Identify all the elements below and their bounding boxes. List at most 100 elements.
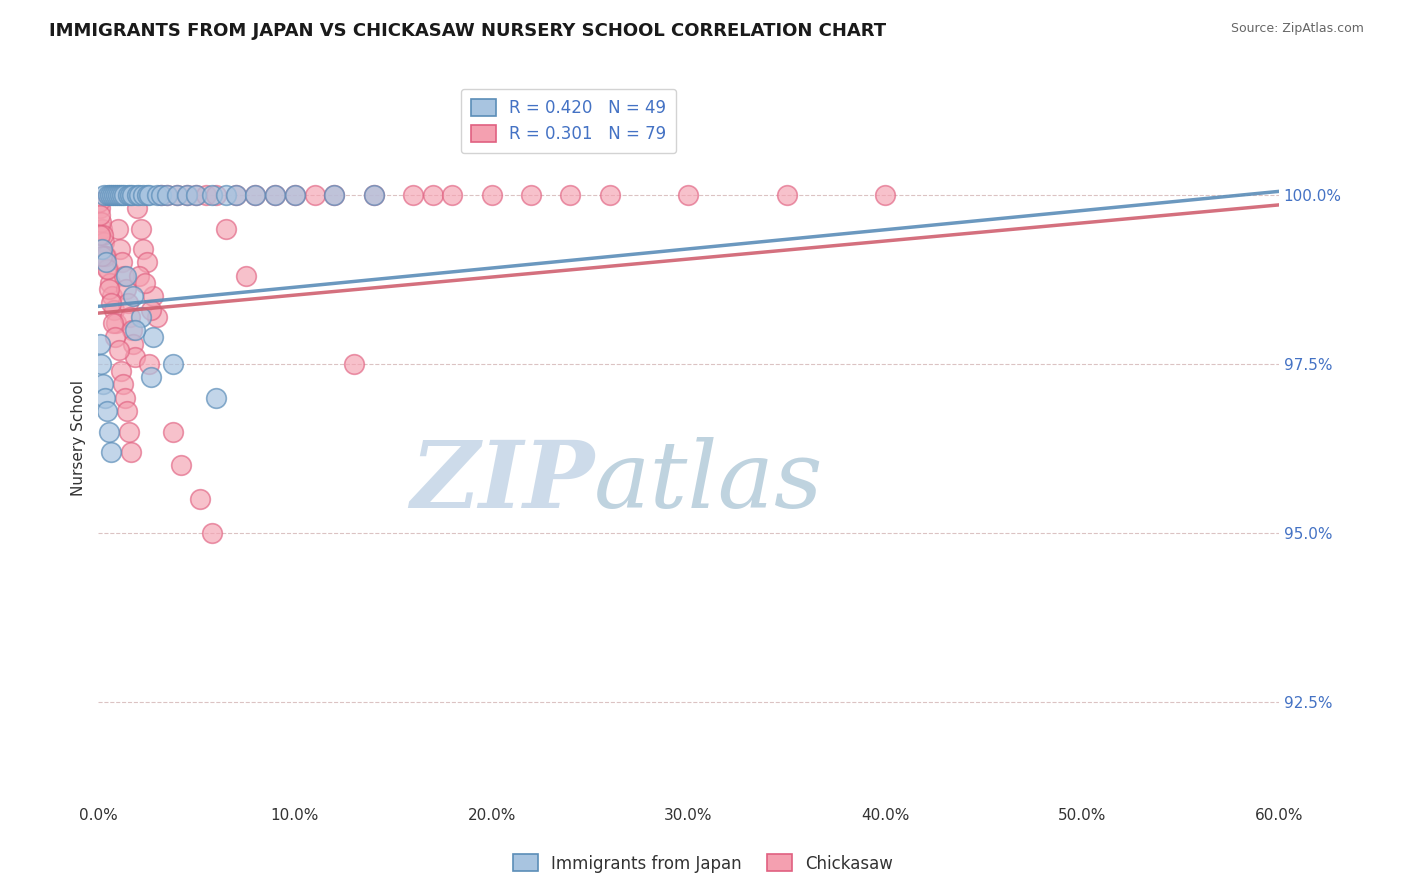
Point — [103, 187, 125, 202]
Point — [96, 262, 118, 277]
Point — [93, 235, 115, 249]
Point — [97, 283, 120, 297]
Point — [100, 445, 122, 459]
Point — [201, 187, 224, 202]
Point — [138, 357, 160, 371]
Point — [215, 187, 238, 202]
Point — [363, 187, 385, 202]
Point — [146, 310, 169, 324]
Point — [122, 289, 145, 303]
Point — [89, 336, 111, 351]
Point — [225, 187, 247, 202]
Point — [264, 187, 287, 202]
Point — [156, 187, 179, 202]
Point — [90, 215, 112, 229]
Point — [107, 221, 129, 235]
Point — [481, 187, 503, 202]
Point — [100, 296, 122, 310]
Point — [284, 187, 307, 202]
Point — [97, 262, 120, 277]
Point — [245, 187, 267, 202]
Point — [114, 268, 136, 283]
Text: IMMIGRANTS FROM JAPAN VS CHICKASAW NURSERY SCHOOL CORRELATION CHART: IMMIGRANTS FROM JAPAN VS CHICKASAW NURSE… — [49, 22, 886, 40]
Point — [138, 187, 160, 202]
Point — [94, 391, 117, 405]
Point — [142, 289, 165, 303]
Text: ZIP: ZIP — [409, 437, 593, 527]
Point — [127, 187, 149, 202]
Point — [215, 221, 238, 235]
Point — [114, 283, 136, 297]
Point — [101, 187, 124, 202]
Point — [94, 249, 117, 263]
Point — [117, 296, 139, 310]
Point — [94, 255, 117, 269]
Point — [111, 187, 134, 202]
Point — [122, 336, 145, 351]
Point — [101, 289, 124, 303]
Point — [441, 187, 464, 202]
Point — [205, 187, 228, 202]
Text: Source: ZipAtlas.com: Source: ZipAtlas.com — [1230, 22, 1364, 36]
Point — [101, 316, 124, 330]
Point — [112, 187, 135, 202]
Point — [141, 302, 163, 317]
Point — [304, 187, 326, 202]
Point — [94, 249, 117, 263]
Point — [96, 404, 118, 418]
Point — [118, 187, 141, 202]
Point — [176, 187, 198, 202]
Point — [205, 391, 228, 405]
Point — [89, 202, 111, 216]
Point — [323, 187, 346, 202]
Point — [91, 221, 114, 235]
Point — [201, 526, 224, 541]
Point — [225, 187, 247, 202]
Point — [104, 316, 127, 330]
Point — [117, 187, 139, 202]
Point — [166, 187, 188, 202]
Point — [110, 364, 132, 378]
Point — [90, 249, 112, 263]
Point — [146, 187, 169, 202]
Point — [104, 330, 127, 344]
Point — [108, 187, 131, 202]
Point — [98, 276, 121, 290]
Point — [235, 268, 257, 283]
Point — [195, 187, 218, 202]
Point — [107, 343, 129, 358]
Point — [127, 202, 149, 216]
Point — [186, 187, 208, 202]
Point — [90, 357, 112, 371]
Point — [112, 268, 135, 283]
Point — [91, 228, 114, 243]
Point — [121, 187, 143, 202]
Point — [560, 187, 582, 202]
Point — [103, 302, 125, 317]
Point — [121, 323, 143, 337]
Point — [141, 370, 163, 384]
Point — [150, 187, 173, 202]
Point — [97, 187, 120, 202]
Point — [264, 187, 287, 202]
Point — [150, 187, 173, 202]
Point — [104, 187, 127, 202]
Point — [107, 187, 129, 202]
Point — [111, 377, 134, 392]
Y-axis label: Nursery School: Nursery School — [72, 380, 86, 496]
Point — [131, 221, 153, 235]
Point — [114, 391, 136, 405]
Point — [111, 255, 134, 269]
Point — [422, 187, 444, 202]
Point — [132, 187, 155, 202]
Point — [91, 377, 114, 392]
Point — [776, 187, 799, 202]
Point — [117, 425, 139, 439]
Point — [142, 330, 165, 344]
Point — [402, 187, 425, 202]
Point — [162, 425, 184, 439]
Point — [170, 458, 193, 473]
Point — [136, 187, 159, 202]
Legend: R = 0.420   N = 49, R = 0.301   N = 79: R = 0.420 N = 49, R = 0.301 N = 79 — [461, 88, 676, 153]
Point — [132, 242, 155, 256]
